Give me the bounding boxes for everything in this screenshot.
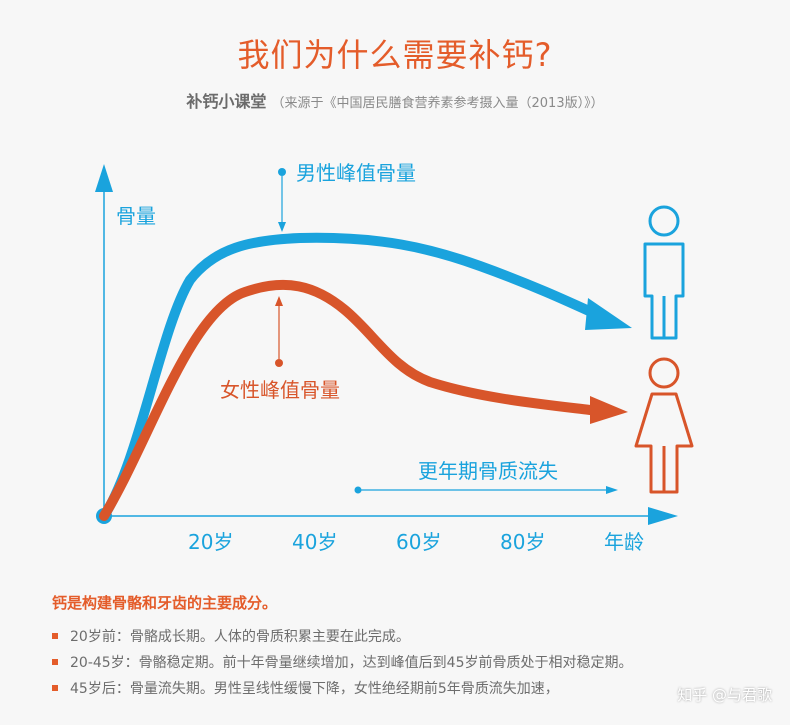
male-peak-leader-arrow: [278, 222, 286, 232]
male-peak-label: 男性峰值骨量: [296, 161, 416, 185]
notes: 钙是构建骨骼和牙齿的主要成分。 20岁前：骨骼成长期。人体的骨质积累主要在此完成…: [52, 592, 772, 701]
bone-mass-chart: 骨量 年龄 20岁 40岁 60岁 80岁 男性峰值骨量 女性峰值骨量 更年期骨…: [95, 161, 694, 554]
male-curve-arrowhead: [585, 298, 632, 330]
male-figure-icon: [643, 205, 685, 340]
bone-loss-label: 更年期骨质流失: [418, 459, 558, 483]
male-bone-curve: [99, 232, 605, 521]
note-text: 45岁后：骨量流失期。男性呈线性缓慢下降，女性绝经期前5年骨质流失加速，: [70, 681, 559, 697]
note-text: 20-45岁：骨骼稳定期。前十年骨量继续增加，达到峰值后到45岁前骨质处于相对稳…: [70, 655, 633, 671]
notes-heading: 钙是构建骨骼和牙齿的主要成分。: [52, 594, 278, 612]
y-axis-label: 骨量: [116, 204, 156, 228]
y-axis-arrow: [95, 164, 113, 192]
x-tick-label: 20岁: [188, 530, 233, 554]
female-peak-dot: [275, 359, 283, 367]
x-axis-arrow: [648, 507, 678, 525]
male-peak-dot: [278, 168, 286, 176]
subtitle-source: （来源于《中国居民膳食营养素参考摄入量（2013版）》）: [271, 96, 604, 111]
bullet-icon: [52, 633, 58, 639]
female-curve-arrowhead: [590, 396, 628, 424]
bone-loss-arrow: [606, 486, 618, 494]
female-bone-curve: [99, 279, 595, 521]
x-tick-label: 60岁: [396, 530, 441, 554]
watermark: 知乎 @与君歌: [677, 686, 772, 704]
x-tick-label: 80岁: [500, 530, 545, 554]
female-peak-leader-arrow: [275, 296, 283, 306]
page-title: 我们为什么需要补钙?: [237, 36, 553, 74]
female-figure-icon: [634, 357, 694, 494]
note-item: 20-45岁：骨骼稳定期。前十年骨量继续增加，达到峰值后到45岁前骨质处于相对稳…: [52, 649, 772, 675]
note-text: 20岁前：骨骼成长期。人体的骨质积累主要在此完成。: [70, 629, 410, 645]
note-item: 20岁前：骨骼成长期。人体的骨质积累主要在此完成。: [52, 623, 772, 649]
note-item: 45岁后：骨量流失期。男性呈线性缓慢下降，女性绝经期前5年骨质流失加速，: [52, 675, 772, 701]
bullet-icon: [52, 685, 58, 691]
x-axis-label: 年龄: [604, 530, 644, 554]
subtitle-strong: 补钙小课堂: [186, 92, 267, 111]
x-tick-label: 40岁: [292, 530, 337, 554]
bullet-icon: [52, 659, 58, 665]
female-peak-label: 女性峰值骨量: [220, 378, 340, 402]
subtitle: 补钙小课堂 （来源于《中国居民膳食营养素参考摄入量（2013版）》）: [0, 88, 790, 112]
